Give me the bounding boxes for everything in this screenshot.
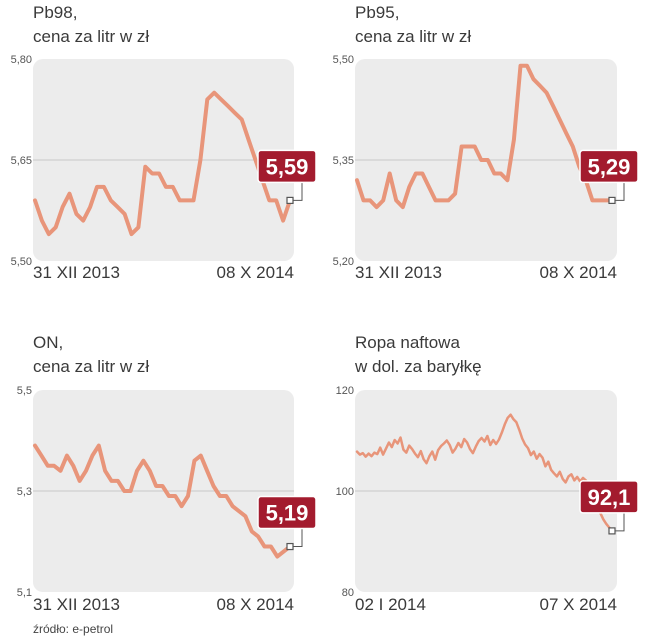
- callout-leader: [615, 178, 625, 201]
- last-value-badge: [257, 495, 317, 530]
- y-tick-label: 120: [336, 385, 354, 397]
- chart-title: Pb98,: [33, 3, 77, 22]
- y-tick-label: 5,65: [11, 155, 32, 167]
- x-end-label: 08 X 2014: [539, 263, 617, 282]
- chart-subtitle: w dol. za baryłkę: [354, 357, 482, 376]
- chart-title: ON,: [33, 333, 63, 352]
- x-start-label: 31 XII 2013: [33, 263, 120, 282]
- callout-leader: [293, 524, 303, 548]
- chart-panel-2: Pb95, cena za litr w zł5,50 5,35 5,20 5,29 31…: [333, 3, 639, 282]
- y-tick-label: 80: [342, 587, 354, 599]
- chart-subtitle: cena za litr w zł: [33, 27, 149, 46]
- x-end-label: 08 X 2014: [216, 595, 294, 614]
- chart-title: Ropa naftowa: [355, 333, 460, 352]
- y-tick-label: 5,20: [333, 256, 354, 268]
- y-tick-label: 5,50: [11, 256, 32, 268]
- x-end-label: 07 X 2014: [539, 595, 617, 614]
- end-point-marker: [608, 527, 616, 535]
- x-start-label: 31 XII 2013: [355, 263, 442, 282]
- chart-panel-3: ON, cena za litr w zł5,5 5,3 5,1 5,19 31 XII …: [17, 333, 317, 614]
- x-start-label: 31 XII 2013: [33, 595, 120, 614]
- last-value-label: 5,19: [266, 501, 309, 526]
- callout-leader: [615, 508, 625, 532]
- last-value-label: 5,59: [266, 154, 309, 179]
- price-line: [33, 443, 292, 559]
- callout-leader: [293, 178, 303, 201]
- chart-subtitle: cena za litr w zł: [33, 357, 149, 376]
- price-line: [355, 63, 614, 210]
- chart-subtitle: cena za litr w zł: [355, 27, 471, 46]
- price-line: [355, 413, 614, 533]
- y-tick-label: 5,50: [333, 54, 354, 66]
- source-note: źródło: e-petrol: [33, 622, 114, 636]
- y-tick-label: 5,35: [333, 155, 354, 167]
- end-point-marker: [608, 196, 616, 204]
- chart-title: Pb95,: [355, 3, 399, 22]
- y-tick-label: 5,5: [17, 385, 32, 397]
- price-line: [33, 90, 292, 237]
- end-point-marker: [286, 196, 294, 204]
- x-end-label: 08 X 2014: [216, 263, 294, 282]
- last-value-label: 92,1: [588, 485, 631, 510]
- last-value-label: 5,29: [588, 154, 631, 179]
- last-value-badge: [257, 149, 317, 184]
- y-tick-label: 5,3: [17, 486, 32, 498]
- end-point-marker: [286, 542, 294, 551]
- y-tick-label: 5,80: [11, 54, 32, 66]
- last-value-badge: [579, 480, 639, 514]
- y-tick-label: 100: [336, 486, 354, 498]
- y-tick-label: 5,1: [17, 587, 32, 599]
- chart-panel-1: Pb98, cena za litr w zł5,80 5,65 5,50 5,59 31…: [11, 3, 317, 282]
- last-value-badge: [579, 149, 639, 184]
- x-start-label: 02 I 2014: [355, 595, 426, 614]
